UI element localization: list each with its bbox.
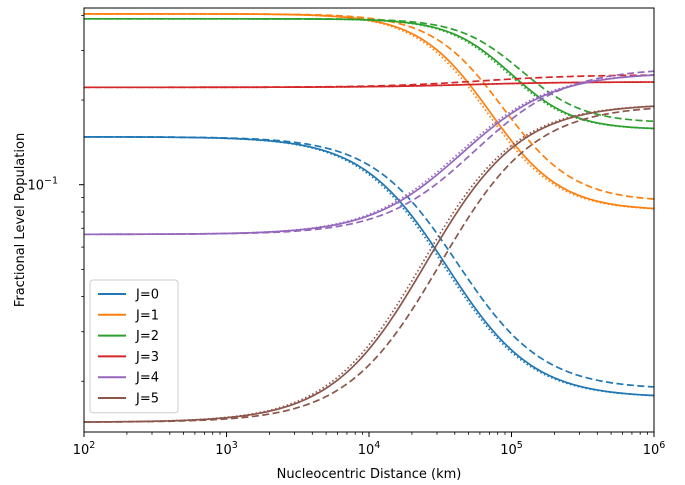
legend-box: [89, 279, 179, 414]
series-j2-dotted-line: [84, 17, 655, 130]
y-tick-label: 10−1: [27, 176, 58, 194]
x-tick-label: 103: [215, 440, 238, 458]
y-axis-title: Fractional Level Population: [13, 133, 28, 307]
x-tick-label: 104: [358, 440, 381, 458]
series-layer: [83, 13, 655, 423]
legend-label: J=2: [135, 329, 159, 344]
legend-label: J=0: [135, 288, 159, 303]
legend-label: J=3: [135, 350, 159, 365]
legend-label: J=1: [135, 308, 159, 323]
series-j1-dashed-line: [84, 13, 655, 200]
series-j0-dashed-line: [84, 136, 655, 388]
series-j3-dotted-line: [84, 81, 655, 89]
axis-layer: 102 103 104 105 106 10−1: [27, 15, 665, 458]
x-tick-label: 106: [643, 440, 666, 458]
legend: J=0 J=1 J=2 J=3 J=4 J=5: [89, 279, 179, 414]
x-tick-label: 105: [500, 440, 523, 458]
x-tick-label: 102: [73, 440, 96, 458]
series-j0-dotted-line: [83, 136, 655, 397]
series-j4-dotted-line: [84, 74, 655, 236]
series-j5-dotted-line: [83, 105, 655, 423]
series-j4-dashed-line: [84, 70, 655, 236]
legend-label: J=4: [135, 371, 159, 386]
series-j5-dashed-line: [83, 107, 655, 423]
legend-label: J=5: [135, 392, 159, 407]
x-axis-title: Nucleocentric Distance (km): [277, 467, 462, 482]
